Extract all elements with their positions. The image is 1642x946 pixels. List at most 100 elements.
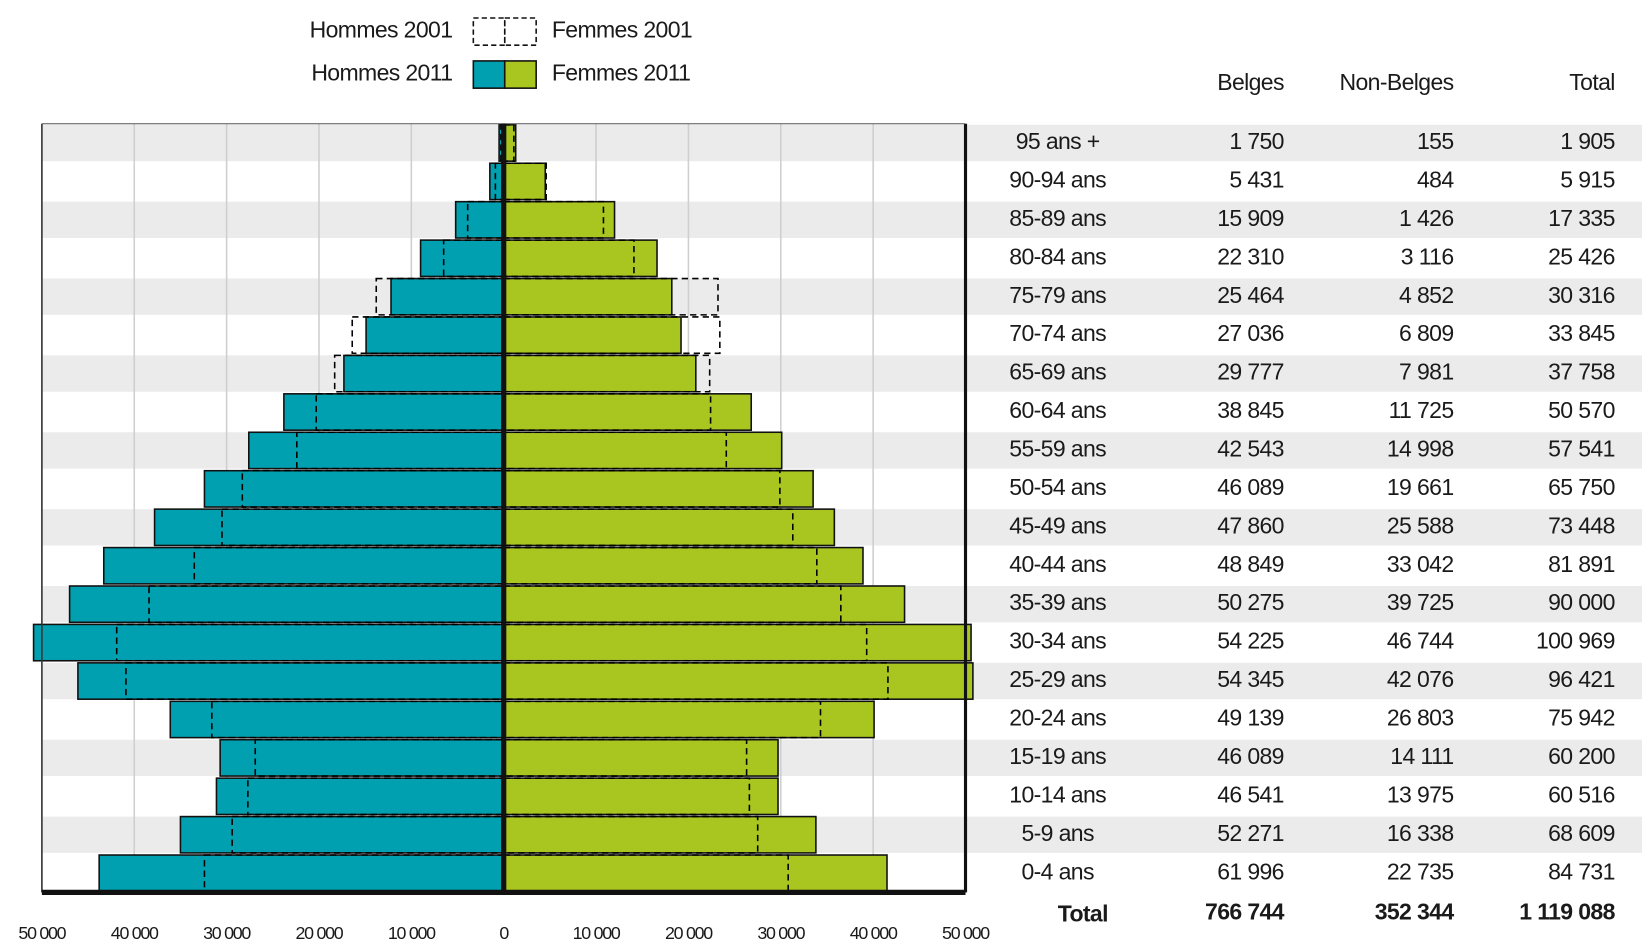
bar (343, 354, 505, 393)
table-cell: 484 (1417, 166, 1454, 192)
total-cell: 766 744 (1205, 898, 1285, 924)
row-band (41, 239, 1642, 278)
table-cell: 46 541 (1217, 781, 1284, 807)
table-cell: 60 200 (1548, 743, 1615, 769)
bar (203, 469, 505, 508)
bar-outline-2001 (502, 700, 822, 739)
bar (502, 354, 697, 393)
legend-label: Femmes 2011 (552, 60, 691, 86)
bar (153, 508, 505, 547)
bar (419, 239, 505, 278)
x-tick-label: 30 000 (757, 923, 805, 943)
bar (502, 777, 779, 816)
bar (502, 738, 779, 777)
table-cell: 15 909 (1217, 205, 1284, 231)
bar (68, 585, 505, 624)
table-cell: 29 777 (1217, 359, 1284, 385)
legend-swatch (503, 17, 537, 47)
bar-outline-2001 (241, 469, 505, 508)
bar-outline-2001 (333, 354, 505, 393)
table-cell: 27 036 (1217, 320, 1284, 346)
table-cell: 37 758 (1548, 359, 1615, 385)
x-tick-label: 40 000 (111, 923, 159, 943)
table-cell: 84 731 (1548, 858, 1615, 884)
table-cell: 50 570 (1548, 397, 1615, 423)
age-label: 35-39 ans (1009, 589, 1106, 615)
table-cell: 75 942 (1548, 705, 1615, 731)
x-tick-label: 50 000 (942, 923, 990, 943)
table-cell: 33 845 (1548, 320, 1615, 346)
bar (502, 700, 875, 739)
age-label: 95 ans + (1016, 128, 1100, 154)
x-tick-label: 0 (499, 923, 509, 943)
bar (219, 738, 505, 777)
bar (502, 239, 658, 278)
bar (502, 623, 972, 662)
age-label: 40-44 ans (1009, 551, 1106, 577)
bar (502, 431, 783, 470)
x-tick-label: 40 000 (850, 923, 898, 943)
age-label: 25-29 ans (1009, 666, 1106, 692)
table-cell: 11 725 (1389, 397, 1454, 423)
x-tick-label: 20 000 (665, 923, 713, 943)
table-cell: 47 860 (1217, 512, 1284, 538)
bar (365, 316, 505, 355)
age-label: 10-14 ans (1009, 781, 1106, 807)
bar (502, 200, 616, 239)
row-band (41, 162, 1642, 201)
table-cell: 50 275 (1217, 589, 1284, 615)
bar-outline-2001 (502, 431, 728, 470)
bar (454, 200, 505, 239)
x-tick-label: 20 000 (296, 923, 344, 943)
table-cell: 16 338 (1387, 820, 1454, 846)
age-label: 90-94 ans (1009, 166, 1106, 192)
age-label: 30-34 ans (1009, 628, 1106, 654)
age-label: 20-24 ans (1009, 705, 1106, 731)
table-cell: 14 111 (1390, 743, 1453, 769)
table-cell: 68 609 (1548, 820, 1615, 846)
bar (390, 277, 505, 316)
bar-outline-2001 (502, 469, 781, 508)
bar (502, 162, 547, 201)
table-cell: 14 998 (1387, 436, 1454, 462)
table-cell: 6 809 (1399, 320, 1453, 346)
age-label: 45-49 ans (1009, 512, 1106, 538)
table-cell: 25 464 (1217, 282, 1284, 308)
table-cell: 7 981 (1399, 359, 1453, 385)
age-label: 75-79 ans (1009, 282, 1106, 308)
table-cell: 1 905 (1560, 128, 1614, 154)
table-cell: 17 335 (1548, 205, 1615, 231)
table-cell: 57 541 (1548, 436, 1615, 462)
table-cell: 81 891 (1548, 551, 1615, 577)
table-cell: 61 996 (1217, 858, 1284, 884)
total-cell: 1 119 088 (1519, 898, 1615, 924)
table-cell: 49 139 (1217, 705, 1284, 731)
table-cell: 155 (1417, 128, 1454, 154)
table-cell: 42 543 (1217, 436, 1284, 462)
age-label: 60-64 ans (1009, 397, 1106, 423)
age-label: 55-59 ans (1009, 436, 1106, 462)
table-cell: 39 725 (1387, 589, 1454, 615)
bar (169, 700, 505, 739)
bar (77, 662, 505, 700)
table-cell: 42 076 (1387, 666, 1454, 692)
column-header: Total (1569, 69, 1614, 95)
bar (102, 546, 505, 585)
column-header: Belges (1217, 69, 1284, 95)
legend-swatch (503, 60, 537, 89)
bar-outline-2001 (115, 623, 505, 662)
row-band (41, 315, 1642, 355)
row-band (41, 123, 1642, 163)
table-cell: 46 744 (1387, 628, 1454, 654)
table-cell: 5 431 (1229, 166, 1283, 192)
table-cell: 65 750 (1548, 474, 1615, 500)
age-label: 15-19 ans (1009, 743, 1106, 769)
table-cell: 22 735 (1387, 858, 1454, 884)
x-tick-label: 50 000 (18, 923, 66, 943)
table-cell: 54 225 (1217, 628, 1284, 654)
bar-outline-2001 (148, 585, 505, 624)
legend-label: Hommes 2001 (310, 17, 453, 43)
table-cell: 90 000 (1548, 589, 1615, 615)
bar (502, 469, 814, 508)
